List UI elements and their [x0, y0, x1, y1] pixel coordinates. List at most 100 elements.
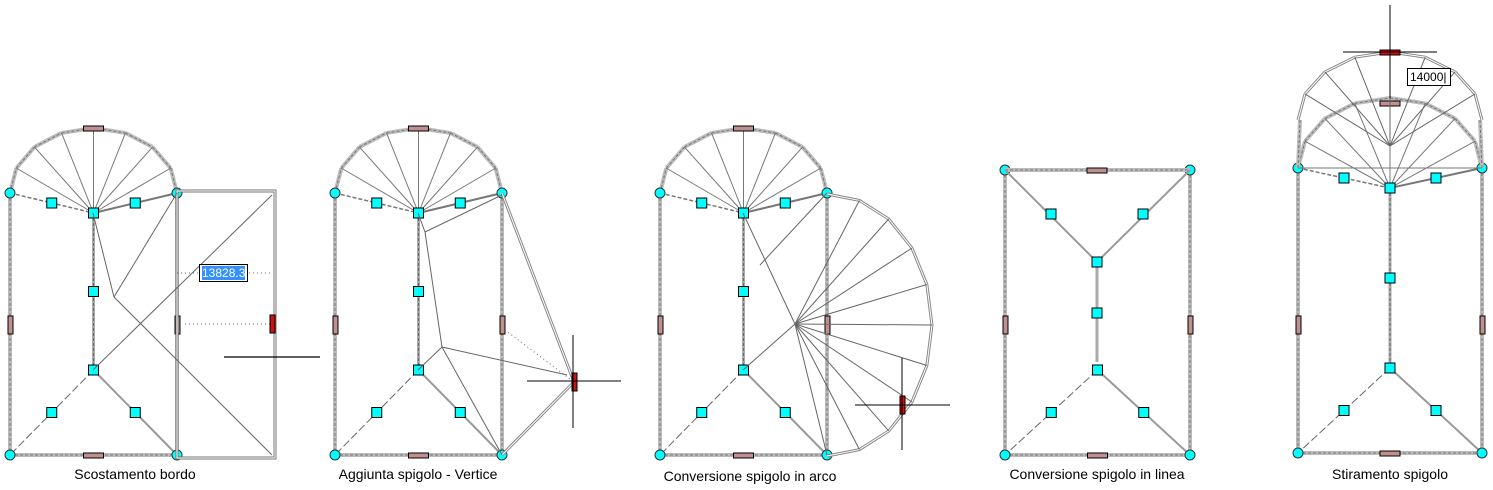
- grip-midpoint[interactable]: [1002, 315, 1009, 335]
- grip-square[interactable]: [1137, 208, 1149, 220]
- grip-midpoint[interactable]: [83, 125, 104, 132]
- grip-square[interactable]: [738, 286, 749, 297]
- grip-square[interactable]: [1091, 256, 1103, 268]
- grip-midpoint[interactable]: [824, 315, 831, 335]
- edge-dash: [9, 168, 17, 194]
- caption-add-edge-vertex: Aggiunta spigolo - Vertice: [338, 466, 498, 482]
- hip-line: [794, 200, 860, 325]
- grip-midpoint[interactable]: [733, 125, 754, 132]
- grip-vertex[interactable]: [329, 187, 341, 199]
- grip-midpoint[interactable]: [83, 452, 104, 459]
- grip-midpoint[interactable]: [657, 315, 664, 335]
- grip-square[interactable]: [1045, 208, 1057, 220]
- edge-dash: [1297, 119, 1301, 169]
- grip-midpoint[interactable]: [499, 315, 506, 335]
- hip-line: [441, 346, 568, 376]
- stretch-dynamic-input[interactable]: 14000|: [1407, 68, 1451, 86]
- grip-square[interactable]: [454, 407, 466, 418]
- stretched-edge-inner: [1297, 93, 1306, 121]
- hip-line: [417, 346, 443, 371]
- grip-square[interactable]: [1384, 272, 1396, 284]
- grip-square[interactable]: [413, 286, 424, 297]
- grip-square[interactable]: [1092, 364, 1103, 376]
- grip-selected-edge[interactable]: [571, 372, 578, 392]
- grip-vertex[interactable]: [4, 187, 16, 199]
- hip-line: [441, 346, 503, 456]
- grip-midpoint[interactable]: [1087, 452, 1108, 459]
- grip-midpoint[interactable]: [1479, 315, 1486, 335]
- grip-midpoint[interactable]: [408, 125, 429, 132]
- grip-square[interactable]: [696, 197, 708, 209]
- grip-midpoint[interactable]: [1187, 315, 1194, 335]
- grip-midpoint[interactable]: [1379, 450, 1401, 457]
- offset-value[interactable]: 13828.3: [202, 266, 246, 280]
- caption-stretch-edge: Stiramento spigolo: [1332, 466, 1448, 482]
- stretched-edge-inner: [1324, 56, 1356, 73]
- hip-line: [759, 192, 828, 266]
- offset-dynamic-input[interactable]: 13828.3: [199, 264, 249, 282]
- edge-dash: [684, 132, 712, 148]
- grip-square[interactable]: [1338, 172, 1350, 184]
- hip-line: [1297, 167, 1391, 189]
- grip-square[interactable]: [1338, 405, 1350, 416]
- hip-line: [794, 323, 828, 456]
- grip-square[interactable]: [46, 407, 58, 418]
- hip-line: [743, 132, 776, 214]
- grip-square[interactable]: [129, 407, 141, 418]
- grip-vertex[interactable]: [4, 449, 16, 461]
- hip-line: [1389, 140, 1476, 189]
- hip-line: [424, 231, 443, 348]
- edge-outer: [476, 145, 498, 170]
- grip-square[interactable]: [129, 197, 141, 209]
- grip-vertex[interactable]: [654, 449, 666, 461]
- edge-outer: [151, 145, 173, 170]
- hip-line: [61, 132, 94, 214]
- hip-line: [16, 167, 94, 214]
- grip-midpoint[interactable]: [1086, 167, 1108, 174]
- hip-line: [794, 323, 933, 326]
- grip-square[interactable]: [454, 197, 466, 209]
- grip-midpoint[interactable]: [332, 315, 339, 335]
- hip-line: [1354, 103, 1391, 189]
- hip-line: [1304, 140, 1391, 189]
- grip-square[interactable]: [779, 197, 791, 209]
- hip-line: [418, 132, 451, 214]
- grip-vertex[interactable]: [1292, 447, 1304, 459]
- caption-convert-edge-arc: Conversione spigolo in arco: [663, 468, 837, 484]
- grip-square[interactable]: [1430, 172, 1442, 184]
- grip-midpoint[interactable]: [733, 452, 754, 459]
- edge-dash: [1324, 102, 1356, 119]
- grip-square[interactable]: [779, 407, 791, 418]
- hip-line: [424, 194, 503, 233]
- edge-dash: [450, 132, 478, 148]
- grip-center[interactable]: [1384, 182, 1396, 194]
- grip-square[interactable]: [696, 407, 708, 418]
- grip-vertex[interactable]: [1184, 449, 1196, 461]
- grip-square[interactable]: [46, 197, 58, 209]
- edge-outer: [14, 145, 36, 170]
- stretch-value[interactable]: 14000: [1410, 70, 1444, 84]
- new-edge-inner: [501, 192, 575, 456]
- grip-vertex[interactable]: [329, 449, 341, 461]
- grip-midpoint[interactable]: [408, 452, 429, 459]
- edge-dash: [1424, 102, 1456, 119]
- grip-square[interactable]: [1091, 307, 1103, 319]
- grip-vertex[interactable]: [1476, 447, 1488, 459]
- grip-midpoint[interactable]: [1295, 315, 1302, 335]
- grip-square[interactable]: [1430, 405, 1442, 416]
- grip-midpoint[interactable]: [7, 315, 14, 335]
- grip-square[interactable]: [1045, 407, 1057, 418]
- grip-vertex[interactable]: [654, 187, 666, 199]
- grip-selected-edge[interactable]: [269, 314, 276, 334]
- hip-line: [794, 247, 913, 325]
- grip-square[interactable]: [1138, 407, 1150, 418]
- grip-square[interactable]: [371, 197, 383, 209]
- hip-line: [794, 323, 860, 450]
- grip-square[interactable]: [88, 286, 99, 297]
- grip-square[interactable]: [371, 407, 383, 418]
- grip-vertex[interactable]: [999, 449, 1011, 461]
- grip-square[interactable]: [1384, 362, 1396, 374]
- hip-line: [1304, 93, 1391, 147]
